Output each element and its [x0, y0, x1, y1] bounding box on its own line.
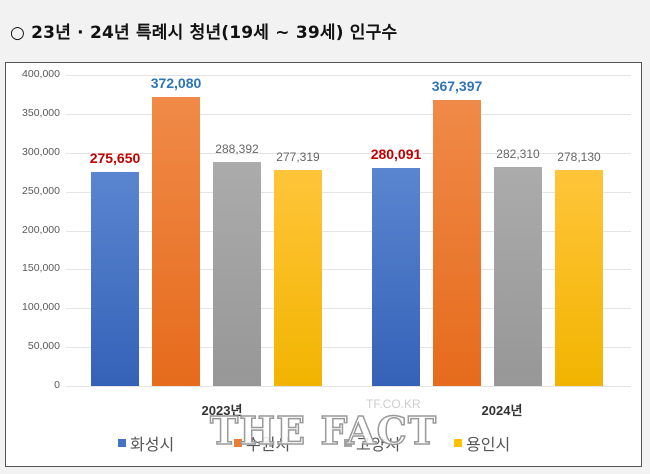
gridline [66, 113, 631, 115]
chart-title: ○ 23년 · 24년 특례시 청년(19세 ~ 39세) 인구수 [10, 23, 398, 43]
y-tick-label: 300,000 [22, 145, 60, 158]
y-tick-label: 400,000 [22, 68, 60, 80]
bar-용인시-2024년 [555, 169, 603, 386]
bar-고양시-2023년 [213, 161, 261, 386]
bar-화성시-2023년 [91, 171, 139, 386]
y-tick-label: 150,000 [22, 262, 60, 275]
bar-고양시-2024년 [494, 166, 542, 386]
legend-label: 수원시 [246, 435, 291, 454]
chart-frame: 2023년 2024년 화성시 수원시 고양시 용인시 0 50,000 100,000 1… [5, 62, 642, 467]
bar-화성시-2024년 [372, 168, 420, 386]
data-label: 282,310 [496, 146, 540, 161]
legend-swatch-icon [344, 439, 352, 447]
legend-swatch-icon [118, 439, 126, 447]
data-label: 275,650 [89, 149, 141, 166]
bar-수원시-2024년 [433, 100, 481, 386]
legend-item: 화성시 [118, 431, 174, 455]
legend-swatch-icon [454, 439, 462, 447]
data-label: 372,080 [150, 74, 202, 91]
gridline [66, 75, 631, 76]
bar-수원시-2023년 [152, 96, 200, 386]
legend-item: 용인시 [454, 431, 510, 455]
y-tick-label: 200,000 [22, 223, 60, 236]
watermark-logo: THE FACT [209, 407, 438, 454]
gridline [66, 152, 631, 154]
y-tick-label: 0 [54, 379, 60, 391]
gridline [66, 191, 631, 193]
legend-label: 고양시 [356, 435, 401, 454]
data-label: 367,397 [431, 78, 483, 95]
x-category-2023: 2023년 [201, 403, 243, 418]
y-tick-label: 250,000 [22, 184, 60, 197]
gridline [66, 269, 631, 271]
gridline [66, 386, 631, 387]
legend-item: 수원시 [234, 431, 290, 455]
gridline [66, 347, 631, 349]
legend-label: 화성시 [130, 435, 175, 454]
x-category-2024: 2024년 [481, 403, 523, 418]
legend-label: 용인시 [466, 435, 511, 454]
data-label: 278,130 [557, 149, 601, 164]
watermark-sub: TF.CO.KR [366, 397, 421, 411]
data-label: 277,319 [276, 150, 320, 165]
gridline [66, 230, 631, 232]
y-tick-label: 350,000 [22, 106, 60, 119]
y-tick-label: 50,000 [27, 340, 60, 353]
legend-item: 고양시 [344, 431, 400, 455]
y-tick-label: 100,000 [22, 301, 60, 314]
bar-용인시-2023년 [274, 170, 322, 386]
gridline [66, 308, 631, 310]
data-label: 288,392 [215, 141, 259, 156]
legend-swatch-icon [234, 439, 242, 447]
data-label: 280,091 [370, 146, 422, 163]
